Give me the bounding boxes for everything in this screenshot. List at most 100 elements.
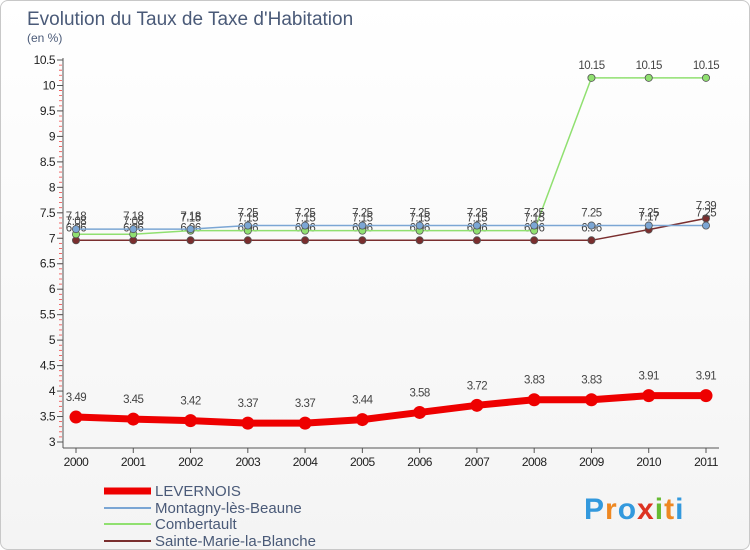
data-point xyxy=(527,393,541,407)
x-tick-label: 2003 xyxy=(235,455,261,469)
x-tick-label: 2005 xyxy=(350,455,376,469)
axes: 3 3.5 4 4.5 5 5.5 6 6.5 7 7.5 8 8.5 9 9.5 10 10.5 2000 20… xyxy=(34,53,720,469)
series-layer: 6.966.966.966.966.966.966.966.966.966.96… xyxy=(66,60,720,430)
logo-letter: o xyxy=(618,493,637,526)
x-tick-label: 2009 xyxy=(579,455,605,469)
data-point xyxy=(186,236,195,245)
series-line xyxy=(72,392,710,427)
legend-label: Montagny-lès-Beaune xyxy=(155,500,302,517)
chart-subtitle: (en %) xyxy=(27,31,62,45)
data-point xyxy=(702,221,711,230)
data-label: 3.91 xyxy=(639,371,659,383)
data-label: 3.83 xyxy=(524,375,544,387)
data-label: 7.39 xyxy=(696,200,716,212)
chart-title: Evolution du Taux de Taxe d'Habitation xyxy=(27,9,353,30)
y-tick-label: 8.5 xyxy=(40,155,56,169)
data-label: 10.15 xyxy=(578,60,604,72)
data-label: 7.25 xyxy=(295,208,315,220)
data-point xyxy=(472,221,481,230)
data-label: 3.42 xyxy=(180,396,200,408)
data-point xyxy=(358,221,367,230)
y-tick-label: 6.5 xyxy=(40,257,56,271)
data-label: 7.15 xyxy=(238,213,258,225)
data-label: 3.44 xyxy=(352,395,373,407)
data-label: 3.49 xyxy=(66,392,86,404)
logo-letter: r xyxy=(605,493,618,526)
x-tick-label: 2007 xyxy=(465,455,491,469)
data-point xyxy=(129,225,138,234)
data-point xyxy=(644,221,653,230)
x-tick-label: 2006 xyxy=(407,455,433,469)
data-label: 7.15 xyxy=(524,213,544,225)
data-label: 3.83 xyxy=(581,375,601,387)
data-label: 7.08 xyxy=(66,216,86,228)
y-tick-label: 10.5 xyxy=(34,53,56,67)
series-line xyxy=(75,77,707,235)
data-label: 10.15 xyxy=(693,60,719,72)
y-tick-label: 3 xyxy=(49,435,56,449)
data-label: 3.91 xyxy=(696,371,716,383)
x-tick-label: 2010 xyxy=(636,455,662,469)
series-sainte-marie-la-blanche: 6.966.966.966.966.966.966.966.966.966.96… xyxy=(66,200,717,245)
logo-letter: i xyxy=(675,493,684,526)
data-label: 3.37 xyxy=(238,398,258,410)
x-tick-label: 2011 xyxy=(694,455,719,469)
y-tick-label: 3.5 xyxy=(40,410,56,424)
x-tick-label: 2001 xyxy=(121,455,147,469)
data-label: 7.25 xyxy=(639,208,659,220)
y-tick-label: 9 xyxy=(49,129,56,143)
y-tick-label: 5.5 xyxy=(40,308,56,322)
data-label: 7.08 xyxy=(123,216,143,228)
data-point xyxy=(470,398,484,412)
series-line xyxy=(75,224,707,230)
data-label: 7.25 xyxy=(352,208,372,220)
legend: LEVERNOISMontagny-lès-BeauneCombertaultS… xyxy=(104,483,316,550)
data-point xyxy=(587,236,596,245)
data-point xyxy=(301,236,310,245)
series-line xyxy=(75,217,707,242)
y-tick-label: 6 xyxy=(49,282,56,296)
data-point xyxy=(415,236,424,245)
data-point xyxy=(301,221,310,230)
series-combertault: 7.08 7.08 7.15 7.15 7.15 7.15 7.15 7.15 7.15 10.1… xyxy=(66,60,720,239)
y-tick-label: 8 xyxy=(49,180,56,194)
data-point xyxy=(241,416,255,430)
data-label: 7.15 xyxy=(352,213,372,225)
y-tick-label: 7.5 xyxy=(40,206,56,220)
data-point xyxy=(72,225,81,234)
data-label: 7.25 xyxy=(409,208,429,220)
data-label: 7.15 xyxy=(295,213,315,225)
data-label: 3.37 xyxy=(295,398,315,410)
data-point xyxy=(702,73,711,82)
data-label: 7.25 xyxy=(696,208,716,220)
data-point xyxy=(472,236,481,245)
x-tick-label: 2008 xyxy=(522,455,548,469)
data-label: 7.15 xyxy=(467,213,487,225)
data-point xyxy=(587,73,596,82)
y-tick-label: 7 xyxy=(49,231,56,245)
series-levernois: 3.49 3.45 3.42 3.37 3.37 3.44 3.58 3.72 3.83 3.83… xyxy=(66,371,717,430)
data-point xyxy=(413,405,427,419)
data-label: 7.18 xyxy=(66,211,86,223)
data-point xyxy=(358,236,367,245)
data-label: 7.17 xyxy=(639,212,659,224)
data-point xyxy=(699,389,713,403)
data-point xyxy=(126,412,140,426)
y-tick-label: 10 xyxy=(43,78,56,92)
y-tick-label: 9.5 xyxy=(40,104,56,118)
data-label: 7.25 xyxy=(581,208,601,220)
data-label: 7.15 xyxy=(180,213,200,225)
data-label: 7.25 xyxy=(238,208,258,220)
legend-label: LEVERNOIS xyxy=(155,483,241,500)
logo-letter: P xyxy=(584,493,605,526)
data-label: 7.15 xyxy=(409,213,429,225)
data-point xyxy=(184,414,198,428)
x-tick-label: 2004 xyxy=(293,455,319,469)
y-tick-label: 5 xyxy=(49,333,56,347)
data-point xyxy=(642,389,656,403)
data-point xyxy=(530,221,539,230)
legend-label: Sainte-Marie-la-Blanche xyxy=(155,533,316,550)
data-label: 3.45 xyxy=(123,394,143,406)
